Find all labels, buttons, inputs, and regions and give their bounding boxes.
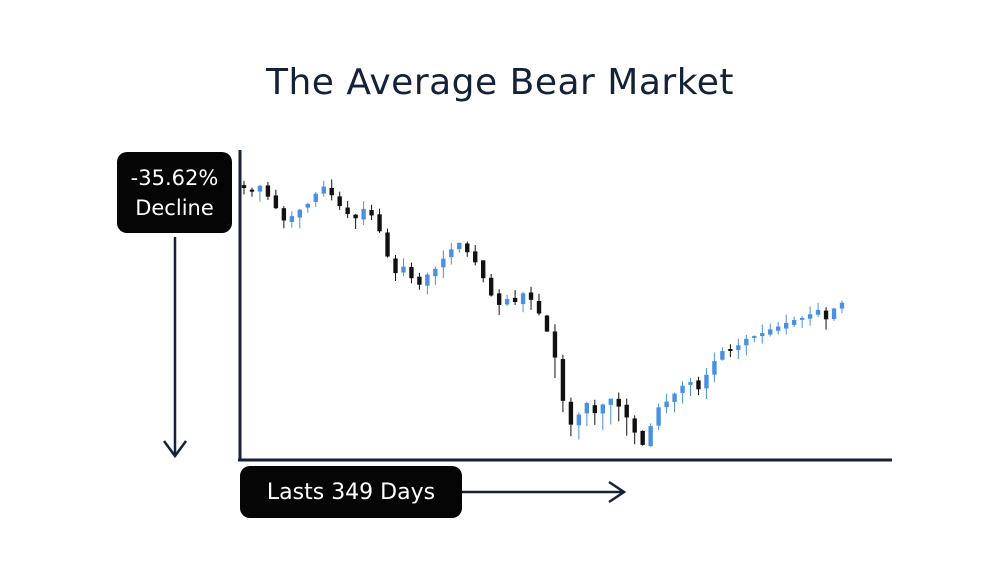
- candle-body: [648, 426, 653, 447]
- candle-body: [600, 404, 605, 414]
- candle-body: [807, 314, 813, 319]
- candle-body: [257, 185, 263, 192]
- candle-body: [528, 292, 534, 300]
- candle-body: [760, 333, 765, 337]
- candle-body: [608, 398, 613, 405]
- candle-body: [369, 210, 374, 216]
- candle-body: [616, 398, 621, 407]
- candle-body: [552, 331, 558, 358]
- chart-title: The Average Bear Market: [265, 62, 735, 103]
- candle-body: [297, 209, 303, 218]
- candle-body: [345, 207, 350, 214]
- candle-body: [425, 274, 430, 286]
- candle-body: [560, 359, 566, 401]
- candle-body: [536, 301, 542, 314]
- candle-body: [544, 315, 550, 332]
- candle-body: [720, 351, 725, 360]
- candle-body: [776, 326, 781, 331]
- candle-body: [839, 302, 845, 309]
- candle-body: [799, 317, 805, 320]
- candle-body: [313, 193, 318, 202]
- candle-body: [433, 268, 438, 277]
- duration-label: Lasts 349 Days: [240, 466, 462, 518]
- candle-body: [449, 249, 454, 258]
- candle-body: [496, 293, 502, 305]
- candle-body: [241, 185, 247, 188]
- candle-body: [704, 374, 709, 389]
- candle-body: [504, 299, 510, 305]
- candlestick-series: [241, 179, 845, 447]
- candle-body: [417, 276, 422, 285]
- candle-body: [815, 309, 821, 315]
- candle-body: [337, 196, 342, 207]
- candle-body: [791, 320, 797, 325]
- candle-body: [329, 187, 334, 196]
- candle-body: [265, 185, 271, 197]
- candle-body: [768, 329, 773, 335]
- candle-body: [441, 258, 446, 268]
- candle-body: [624, 404, 629, 418]
- candle-body: [568, 401, 574, 425]
- candle-body: [321, 186, 326, 194]
- candle-body: [712, 361, 717, 375]
- candle-body: [409, 266, 414, 279]
- candle-body: [457, 242, 462, 250]
- candle-body: [664, 401, 669, 408]
- candle-body: [289, 216, 295, 222]
- candle-body: [465, 243, 470, 253]
- candle-body: [584, 403, 590, 414]
- candle-body: [520, 293, 526, 305]
- candle-body: [401, 266, 406, 273]
- decline-value: -35.62%: [130, 165, 219, 190]
- candle-body: [488, 277, 494, 296]
- candle-body: [592, 405, 598, 414]
- candle-body: [361, 208, 366, 220]
- candle-body: [680, 385, 685, 393]
- candle-body: [473, 251, 478, 263]
- candle-body: [656, 407, 661, 426]
- decline-text: Decline: [135, 195, 214, 220]
- candle-body: [512, 297, 518, 302]
- candle-body: [281, 208, 287, 221]
- candle-body: [783, 322, 789, 329]
- candle-body: [481, 260, 486, 279]
- candle-body: [831, 308, 837, 320]
- candle-body: [640, 430, 645, 445]
- decline-arrow: [162, 237, 188, 459]
- candle-body: [305, 203, 310, 208]
- candle-body: [752, 335, 757, 338]
- candle-body: [823, 310, 829, 320]
- candle-body: [728, 349, 733, 352]
- candle-body: [696, 380, 701, 390]
- candle-body: [385, 232, 390, 257]
- duration-arrow: [462, 480, 627, 504]
- candle-body: [576, 414, 582, 426]
- decline-label: -35.62% Decline: [117, 152, 232, 233]
- candle-body: [273, 195, 279, 209]
- candle-body: [393, 258, 398, 274]
- candle-body: [632, 418, 637, 433]
- candle-body: [377, 214, 382, 232]
- candle-body: [353, 214, 358, 219]
- candle-body: [688, 382, 693, 385]
- candle-body: [744, 338, 749, 346]
- candle-body: [249, 189, 255, 192]
- candle-body: [672, 393, 677, 402]
- candle-body: [736, 345, 741, 351]
